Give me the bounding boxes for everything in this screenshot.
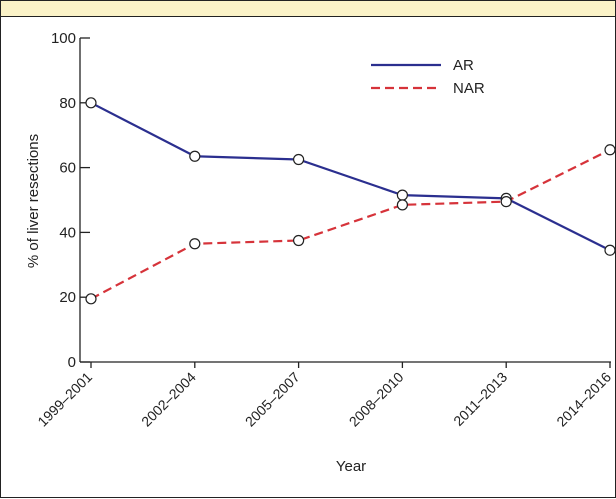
y-tick-label: 20 — [59, 289, 76, 306]
axes: 0 20 40 60 80 100 1999–2001 2002–2004 2005–2007 2… — [25, 30, 614, 475]
series-line-nar — [90, 148, 611, 300]
series-line-ar — [90, 101, 611, 252]
x-tick-label: 2002–2004 — [138, 369, 199, 430]
legend-label-ar: AR — [453, 57, 474, 74]
y-tick-label: 80 — [59, 95, 76, 112]
data-point-ar — [396, 189, 408, 201]
y-tick-label: 40 — [59, 224, 76, 241]
data-point-nar — [604, 144, 616, 156]
x-tick-label: 2008–2010 — [346, 369, 407, 430]
y-axis-title: % of liver resections — [25, 134, 42, 268]
y-tick-label: 60 — [59, 160, 76, 177]
x-tick-label: 2014–2016 — [553, 369, 614, 430]
x-tick-label: 1999–2001 — [34, 369, 95, 430]
header-band — [1, 1, 615, 17]
x-tick-label: 2005–2007 — [242, 369, 303, 430]
legend: AR NAR — [371, 57, 485, 97]
legend-label-nar: NAR — [453, 80, 485, 97]
data-point-nar — [500, 196, 512, 208]
x-tick-label: 2011–2013 — [450, 369, 510, 429]
data-point-ar — [293, 153, 305, 166]
y-tick-label: 0 — [68, 354, 76, 371]
data-point-nar — [85, 293, 97, 305]
data-point-ar — [604, 244, 616, 256]
y-tick-label: 100 — [51, 30, 76, 47]
data-point-nar — [396, 199, 408, 211]
data-point-ar — [189, 150, 201, 162]
series-layer — [85, 97, 616, 305]
x-axis-title: Year — [336, 458, 366, 475]
data-point-ar — [85, 97, 97, 109]
data-point-nar — [293, 234, 305, 247]
data-point-nar — [189, 238, 201, 250]
